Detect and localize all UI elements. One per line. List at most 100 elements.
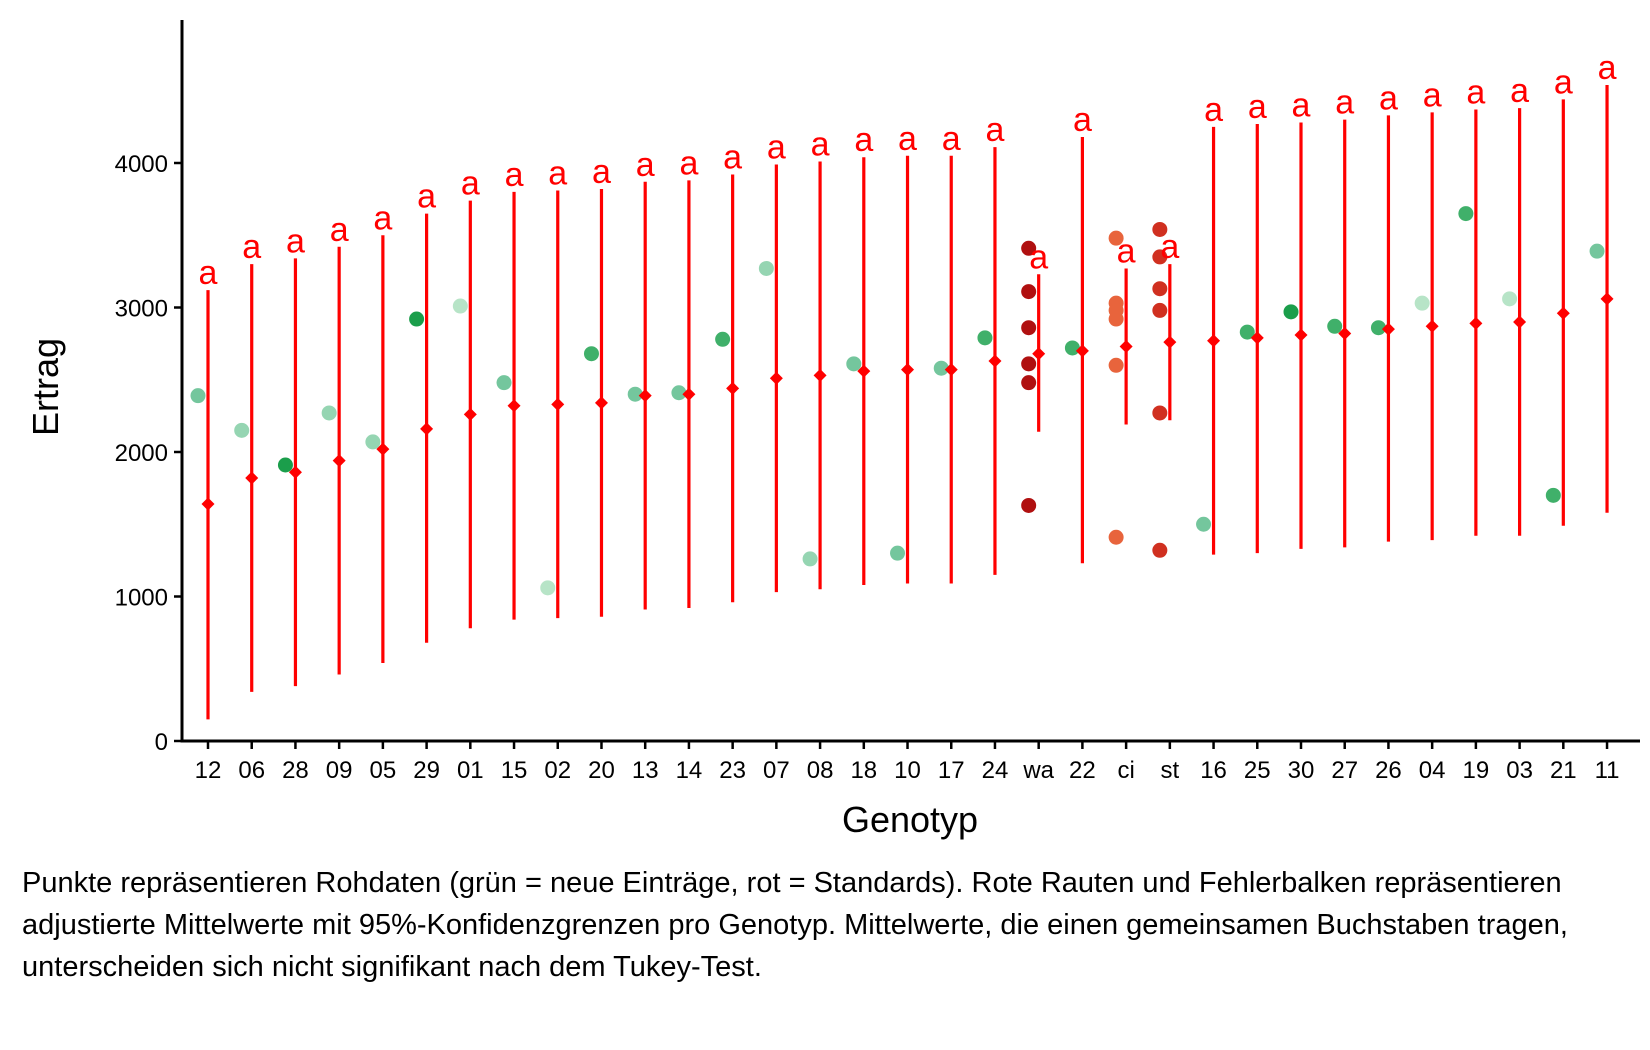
mean-diamond-14: [682, 387, 696, 401]
x-tick-label-16: 16: [1200, 757, 1227, 784]
significance-letter-13: a: [636, 146, 655, 184]
mean-diamond-10: [901, 363, 915, 377]
mean-diamond-30: [1294, 328, 1308, 342]
significance-letter-24: a: [985, 111, 1004, 149]
significance-letter-03: a: [1510, 72, 1529, 110]
significance-letter-29: a: [417, 178, 436, 216]
x-tick-label-01: 01: [457, 757, 484, 784]
raw-point-10: [890, 545, 906, 561]
raw-point-15: [496, 375, 512, 391]
x-tick-label-14: 14: [676, 757, 703, 784]
significance-letter-19: a: [1466, 74, 1485, 112]
significance-letter-ci: a: [1117, 232, 1136, 270]
raw-point-ci: [1108, 230, 1124, 246]
y-tick-label-0: 0: [155, 729, 168, 756]
x-tick-label-20: 20: [588, 757, 615, 784]
mean-diamond-03: [1513, 315, 1527, 329]
raw-point-26: [1370, 320, 1386, 336]
y-tick-label-4000: 4000: [115, 151, 168, 178]
significance-letter-25: a: [1248, 88, 1267, 126]
mean-diamond-29: [420, 422, 434, 436]
mean-diamond-04: [1425, 319, 1439, 333]
mean-diamond-27: [1338, 327, 1352, 341]
raw-point-19: [1458, 206, 1474, 222]
x-tick-label-13: 13: [632, 757, 659, 784]
raw-point-03: [1502, 291, 1518, 307]
significance-letter-20: a: [592, 153, 611, 191]
mean-diamond-07: [769, 371, 783, 385]
raw-point-11: [1589, 243, 1605, 259]
x-tick-label-26: 26: [1375, 757, 1402, 784]
significance-letter-11: a: [1598, 49, 1617, 87]
mean-diamond-17: [944, 363, 958, 377]
raw-point-08: [802, 551, 818, 567]
mean-diamond-12: [201, 497, 215, 511]
significance-letter-05: a: [373, 199, 392, 237]
mean-diamond-13: [638, 389, 652, 403]
significance-letter-wa: a: [1029, 238, 1048, 276]
raw-point-09: [321, 405, 337, 421]
mean-diamond-19: [1469, 316, 1483, 330]
significance-letter-07: a: [767, 128, 786, 166]
x-tick-label-09: 09: [326, 757, 353, 784]
mean-diamond-09: [332, 454, 346, 468]
significance-letter-21: a: [1554, 63, 1573, 101]
raw-point-04: [1414, 295, 1430, 311]
x-tick-label-06: 06: [238, 757, 265, 784]
mean-diamond-06: [245, 471, 259, 485]
mean-diamond-28: [288, 465, 302, 479]
raw-point-06: [234, 422, 250, 438]
y-tick-label-1000: 1000: [115, 585, 168, 612]
raw-point-wa: [1021, 375, 1037, 391]
raw-point-02: [540, 580, 556, 596]
mean-diamond-11: [1600, 292, 1614, 306]
raw-point-st: [1152, 405, 1168, 421]
x-tick-label-07: 07: [763, 757, 790, 784]
x-axis-title: Genotyp: [842, 799, 978, 840]
raw-point-29: [409, 311, 425, 327]
mean-diamond-22: [1075, 344, 1089, 358]
x-tick-label-19: 19: [1463, 757, 1490, 784]
raw-point-wa: [1021, 320, 1037, 336]
x-tick-label-22: 22: [1069, 757, 1096, 784]
mean-diamond-ci: [1119, 340, 1133, 354]
raw-point-05: [365, 434, 381, 450]
significance-letter-08: a: [811, 126, 830, 164]
x-tick-label-27: 27: [1331, 757, 1358, 784]
figure-caption: Punkte repräsentieren Rohdaten (grün = n…: [22, 867, 1568, 983]
mean-diamond-wa: [1032, 347, 1046, 361]
significance-letter-15: a: [505, 156, 524, 194]
y-tick-label-2000: 2000: [115, 440, 168, 467]
x-tick-label-10: 10: [894, 757, 921, 784]
raw-point-wa: [1021, 240, 1037, 256]
raw-point-16: [1196, 516, 1212, 532]
x-tick-label-25: 25: [1244, 757, 1271, 784]
significance-letter-06: a: [242, 228, 261, 266]
significance-letter-01: a: [461, 165, 480, 203]
error-bars-layer: [201, 84, 1614, 720]
raw-point-24: [977, 330, 993, 346]
x-tick-label-03: 03: [1506, 757, 1533, 784]
significance-letter-12: a: [199, 254, 218, 292]
x-tick-label-17: 17: [938, 757, 965, 784]
mean-diamond-26: [1381, 322, 1395, 336]
raw-point-st: [1152, 302, 1168, 318]
significance-letter-14: a: [679, 144, 698, 182]
x-tick-label-ci: ci: [1117, 757, 1134, 784]
raw-point-wa: [1021, 497, 1037, 513]
significance-letter-16: a: [1204, 91, 1223, 129]
x-tick-label-08: 08: [807, 757, 834, 784]
x-tick-label-05: 05: [370, 757, 397, 784]
x-tick-label-15: 15: [501, 757, 528, 784]
mean-diamond-01: [463, 407, 477, 421]
raw-point-12: [190, 388, 206, 404]
raw-point-ci: [1108, 311, 1124, 327]
significance-letter-23: a: [723, 139, 742, 177]
axes-layer: 0 1000 2000 3000 4000 12 06 28 09 05 29 01 15 02 20 13 1…: [115, 20, 1640, 784]
x-tick-label-24: 24: [982, 757, 1009, 784]
mean-diamond-18: [857, 364, 871, 378]
x-tick-label-21: 21: [1550, 757, 1577, 784]
significance-letter-22: a: [1073, 101, 1092, 139]
mean-diamond-05: [376, 442, 390, 456]
